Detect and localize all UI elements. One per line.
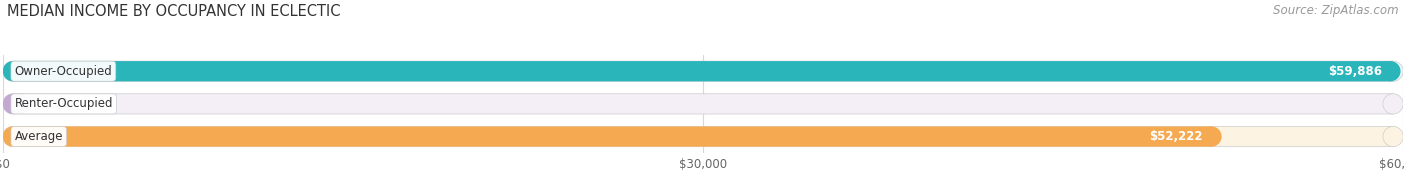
- Text: Owner-Occupied: Owner-Occupied: [14, 65, 112, 78]
- Ellipse shape: [3, 61, 22, 81]
- FancyBboxPatch shape: [13, 61, 1391, 81]
- Text: $52,222: $52,222: [1150, 130, 1204, 143]
- Ellipse shape: [3, 126, 22, 147]
- Ellipse shape: [11, 94, 31, 114]
- Ellipse shape: [3, 94, 22, 114]
- Ellipse shape: [1381, 61, 1400, 81]
- Ellipse shape: [1384, 126, 1403, 147]
- Text: $59,886: $59,886: [1327, 65, 1382, 78]
- FancyBboxPatch shape: [13, 126, 1393, 147]
- FancyBboxPatch shape: [13, 61, 1393, 81]
- Text: Average: Average: [14, 130, 63, 143]
- FancyBboxPatch shape: [13, 126, 1212, 147]
- Ellipse shape: [3, 61, 22, 81]
- FancyBboxPatch shape: [13, 94, 1393, 114]
- FancyBboxPatch shape: [13, 94, 21, 114]
- Ellipse shape: [1384, 94, 1403, 114]
- Text: MEDIAN INCOME BY OCCUPANCY IN ECLECTIC: MEDIAN INCOME BY OCCUPANCY IN ECLECTIC: [7, 4, 340, 19]
- Ellipse shape: [1201, 126, 1222, 147]
- Ellipse shape: [3, 126, 22, 147]
- Ellipse shape: [3, 94, 22, 114]
- Text: Renter-Occupied: Renter-Occupied: [14, 97, 112, 110]
- Text: $0: $0: [55, 97, 69, 110]
- Text: Source: ZipAtlas.com: Source: ZipAtlas.com: [1274, 4, 1399, 17]
- Ellipse shape: [1384, 61, 1403, 81]
